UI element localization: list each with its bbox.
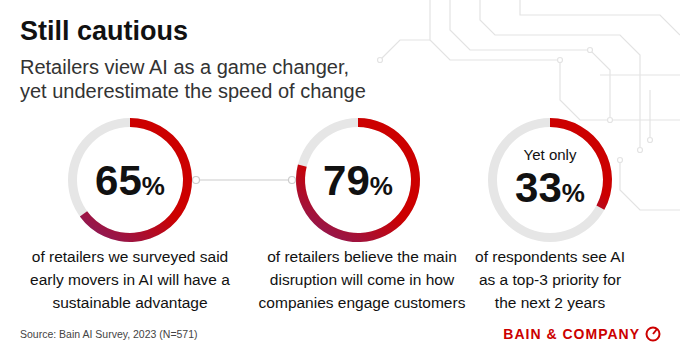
circuit-line <box>520 0 680 35</box>
circuit-node <box>378 58 383 63</box>
data-label: 33% <box>515 164 585 211</box>
category-label: disruption will come in how <box>270 271 455 288</box>
data-label: 65% <box>95 157 165 204</box>
circuit-node <box>558 58 563 63</box>
category-label: early movers in AI will have a <box>30 271 230 288</box>
chart: Still cautious Retailers view AI as a gam… <box>0 0 680 356</box>
circuit-node <box>608 118 613 123</box>
circuit-node <box>648 138 653 143</box>
circuit-node <box>588 48 593 53</box>
circuit-line <box>620 160 680 210</box>
gauge <box>68 118 192 242</box>
category-label: companies engage customers <box>259 294 466 311</box>
category-label: of retailers we surveyed said <box>32 248 228 265</box>
circuit-node <box>638 148 643 153</box>
gauge-texts: 65% of retailers we surveyed said early mo… <box>30 146 625 311</box>
circuit-line <box>600 74 680 75</box>
logo-icon <box>647 328 660 341</box>
category-label: sustainable advantage <box>52 294 207 311</box>
subtitle: Retailers view AI as a game changer, <box>20 56 349 78</box>
category-label: the next 2 years <box>495 294 606 311</box>
connector-line <box>196 179 292 180</box>
gauge-arc <box>80 118 192 242</box>
gauge-track <box>296 118 420 242</box>
gauge <box>488 118 612 242</box>
logo-icon-hand <box>653 329 657 334</box>
title: Still cautious <box>20 16 188 46</box>
circuit-line <box>560 60 680 120</box>
gauge-track <box>488 118 612 242</box>
circuit-line <box>450 0 610 120</box>
connector <box>193 177 296 184</box>
gauge-track <box>68 118 192 242</box>
gauge-arc <box>296 118 420 242</box>
category-label: of respondents see AI <box>475 248 625 265</box>
logo-text: BAIN & COMPANY <box>503 326 640 342</box>
annotation: Yet only <box>524 146 577 163</box>
subtitle: yet underestimate the speed of change <box>20 80 366 102</box>
decoration <box>378 0 680 210</box>
source: Source: Bain AI Survey, 2023 (N=571) <box>20 328 198 340</box>
connector-node <box>289 177 296 184</box>
category-label: of retailers believe the main <box>267 248 457 265</box>
category-label: as a top-3 priority for <box>479 271 621 288</box>
logo: BAIN & COMPANY <box>503 326 659 342</box>
circuit-line <box>380 40 430 60</box>
circuit-node <box>618 158 623 163</box>
gauge <box>296 118 420 242</box>
connector-node <box>193 177 200 184</box>
circuit-line <box>649 90 650 140</box>
gauges <box>68 118 612 242</box>
data-label: 79% <box>323 157 393 204</box>
